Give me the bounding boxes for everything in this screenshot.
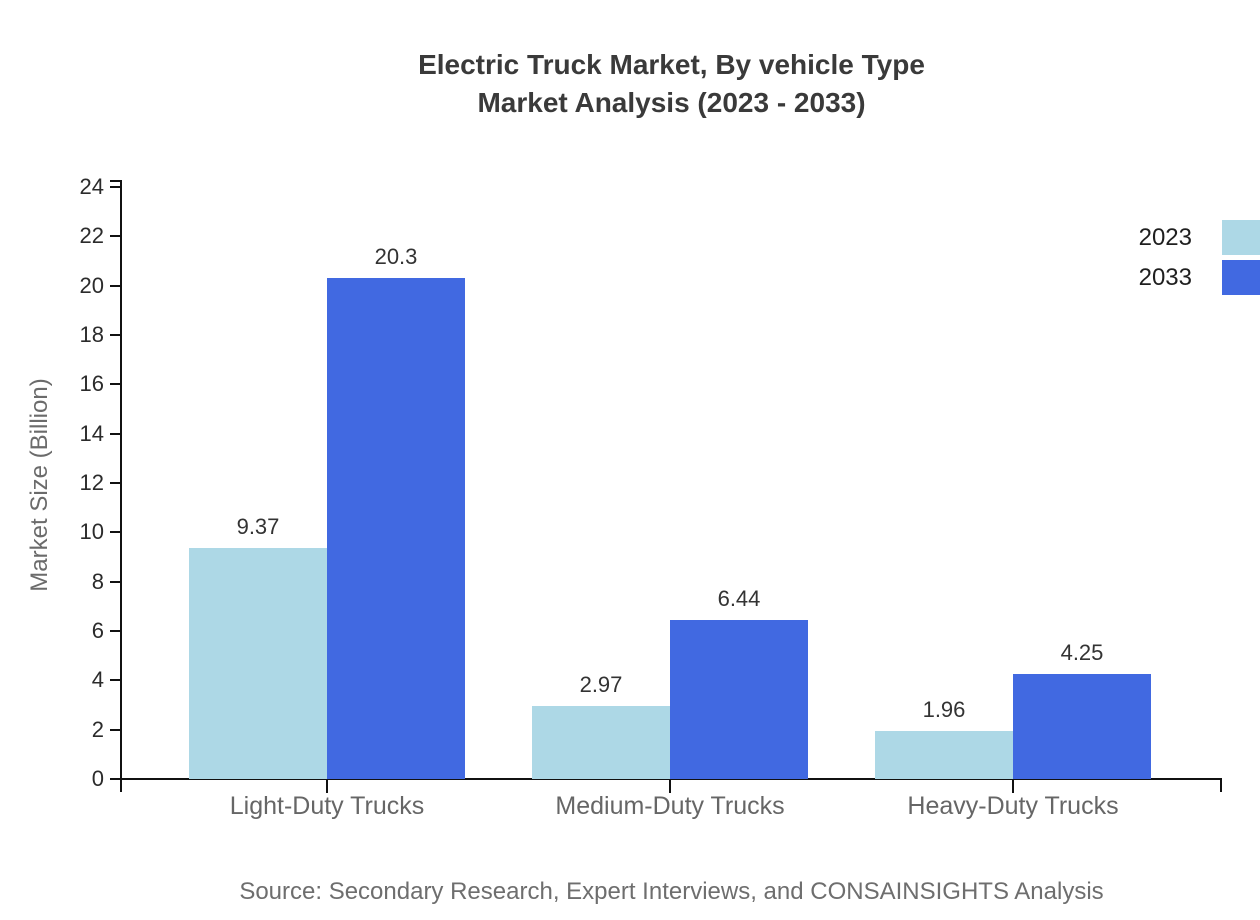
y-tick xyxy=(110,679,120,682)
bar-value-label: 9.37 xyxy=(236,513,280,539)
bar-value-label: 2.97 xyxy=(579,671,623,697)
bar-2023 xyxy=(189,547,327,779)
y-tick-label: 4 xyxy=(91,667,104,693)
y-tick-label: 18 xyxy=(79,322,104,347)
y-tick-label: 10 xyxy=(79,519,104,545)
bar-2033 xyxy=(1013,674,1151,779)
y-tick-label: 16 xyxy=(79,371,104,397)
bar-value-label: 6.44 xyxy=(717,586,761,612)
x-tick xyxy=(326,780,328,793)
y-axis-line xyxy=(120,180,122,792)
x-tick xyxy=(1012,780,1014,793)
x-tick xyxy=(669,780,671,793)
x-category-label: Light-Duty Trucks xyxy=(229,792,425,820)
y-tick-label: 24 xyxy=(79,174,104,199)
y-tick xyxy=(110,531,120,534)
x-axis-line xyxy=(110,778,1222,780)
bar-value-label: 4.25 xyxy=(1060,640,1104,666)
bar-2023 xyxy=(875,730,1013,779)
legend-item-2033: 2033 xyxy=(1139,260,1260,295)
y-tick xyxy=(110,383,120,386)
y-tick xyxy=(110,580,120,583)
y-axis-top-cap xyxy=(110,180,120,182)
y-tick-label: 0 xyxy=(91,766,104,791)
legend-item-2023: 2023 xyxy=(1139,220,1260,255)
chart-title-line2: Market Analysis (2023 - 2033) xyxy=(477,87,866,118)
legend-swatch xyxy=(1222,220,1260,255)
y-tick-label: 20 xyxy=(79,272,104,298)
y-tick xyxy=(110,778,120,780)
bar-2033 xyxy=(670,620,808,779)
y-tick xyxy=(110,186,120,188)
legend-swatch xyxy=(1222,260,1260,295)
y-tick-label: 12 xyxy=(79,470,104,495)
legend-label: 2033 xyxy=(1138,263,1192,291)
bar-2033 xyxy=(327,278,465,779)
y-tick xyxy=(110,728,120,731)
legend-label: 2023 xyxy=(1138,223,1192,251)
y-tick xyxy=(110,284,120,287)
y-tick xyxy=(110,630,120,632)
legend: 2023 2033 xyxy=(1139,220,1260,295)
bar-value-label: 20.3 xyxy=(374,244,418,270)
chart-title-line1: Electric Truck Market, By vehicle Type xyxy=(418,49,925,80)
y-tick-label: 22 xyxy=(79,223,104,249)
y-tick xyxy=(110,432,120,435)
y-tick-label: 8 xyxy=(91,568,104,594)
y-tick-label: 2 xyxy=(91,716,104,742)
source-note: Source: Secondary Research, Expert Inter… xyxy=(239,878,1104,905)
y-tick xyxy=(110,482,120,484)
y-tick-label: 6 xyxy=(91,618,104,643)
y-tick xyxy=(110,235,120,238)
y-tick-label: 14 xyxy=(79,420,104,446)
x-category-label: Heavy-Duty Trucks xyxy=(907,792,1119,820)
x-category-label: Medium-Duty Trucks xyxy=(555,792,785,820)
x-axis-right-cap xyxy=(1220,778,1222,792)
bar-value-label: 1.96 xyxy=(922,696,966,722)
y-tick xyxy=(110,334,120,336)
chart-title: Electric Truck Market, By vehicle Type M… xyxy=(121,46,1222,122)
bar-2023 xyxy=(532,705,670,779)
